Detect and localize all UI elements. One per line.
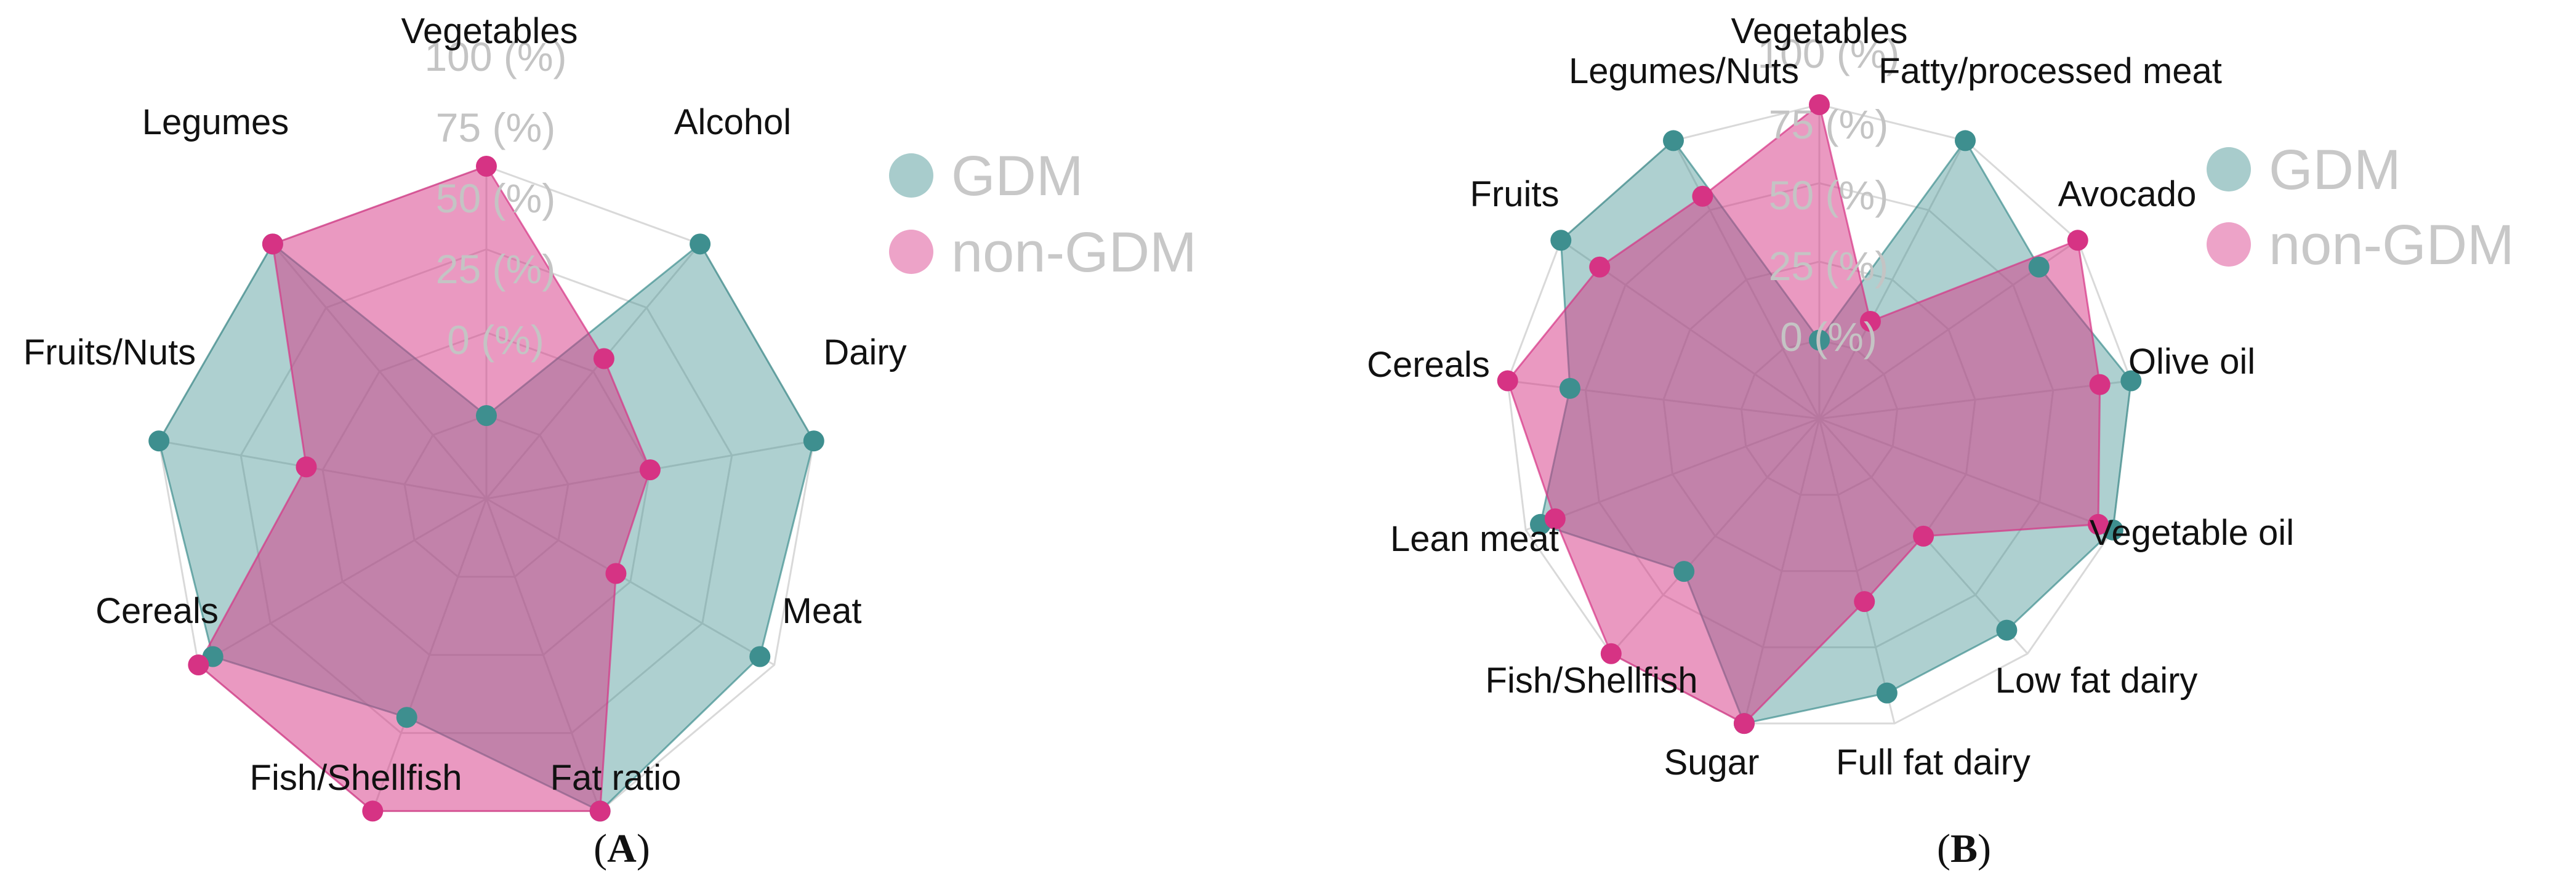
data-point: [1692, 185, 1713, 207]
data-point: [362, 800, 384, 822]
data-point: [1854, 591, 1875, 613]
category-label: Cereals: [1367, 345, 1490, 385]
category-label: Vegetables: [1731, 11, 1907, 51]
tick-label: 75 (%): [436, 105, 555, 150]
series-area: [1507, 103, 2101, 725]
tick-label: 75 (%): [1769, 102, 1888, 147]
category-label: Low fat dairy: [1995, 661, 2198, 701]
category-label: Vegetables: [401, 11, 578, 51]
data-point: [1733, 713, 1755, 734]
series-non-gdm: [1507, 103, 2101, 725]
category-label: Legumes/Nuts: [1569, 51, 1799, 91]
data-point: [2028, 256, 2050, 278]
data-point: [593, 348, 614, 369]
data-point: [396, 707, 417, 728]
legend: GDM non-GDM: [2207, 139, 2514, 276]
series-non-gdm: [197, 165, 651, 812]
legend-label: non-GDM: [2269, 214, 2514, 276]
category-label: Olive oil: [2128, 342, 2255, 382]
tick-label: 50 (%): [436, 175, 555, 221]
category-label: Vegetable oil: [2090, 513, 2294, 553]
category-label: Alcohol: [674, 102, 791, 142]
radar-chart-b: 0 (%) 25 (%) 50 (%) 75 (%) 100 (%)Vegetables…: [1367, 11, 2514, 871]
category-label: Avocado: [2058, 174, 2197, 214]
data-point: [476, 156, 497, 177]
category-label: Fatty/processed meat: [1878, 51, 2222, 91]
panel-label: (B): [1937, 826, 1991, 871]
data-point: [1662, 130, 1684, 151]
data-point: [1809, 329, 1830, 351]
data-point: [639, 459, 661, 481]
grid-ring: [1507, 103, 2132, 725]
data-point: [1913, 525, 1934, 547]
tick-label: 100 (%): [424, 34, 566, 79]
category-label: Dairy: [823, 332, 906, 372]
data-point: [749, 646, 771, 667]
data-point: [690, 233, 711, 255]
data-point: [605, 563, 627, 584]
category-label: Fruits/Nuts: [23, 332, 196, 372]
tick-label: 25 (%): [436, 246, 555, 292]
legend-swatch: [2207, 222, 2251, 267]
data-point: [476, 405, 497, 426]
data-point: [296, 456, 317, 478]
category-label: Lean meat: [1390, 519, 1559, 559]
data-point: [188, 654, 209, 675]
data-point: [1550, 230, 1572, 251]
data-point: [262, 233, 283, 255]
data-point: [2120, 370, 2142, 392]
legend-swatch: [889, 230, 933, 274]
tick-label: 0 (%): [1780, 314, 1877, 360]
legend-swatch: [2207, 147, 2251, 191]
radar-chart-a: 0 (%) 25 (%) 50 (%) 75 (%) 100 (%)Vegetables…: [23, 11, 1197, 871]
data-point: [1497, 370, 1518, 392]
category-label: Legumes: [142, 102, 289, 142]
tick-label: 100 (%): [1757, 31, 1899, 76]
category-label: Meat: [783, 591, 862, 631]
legend-label: GDM: [951, 145, 1084, 207]
category-label: Full fat dairy: [1836, 742, 2031, 782]
tick-label: 25 (%): [1769, 243, 1888, 289]
data-point: [2067, 230, 2088, 251]
data-point: [2088, 513, 2109, 535]
legend-label: non-GDM: [951, 221, 1197, 284]
data-point: [1876, 682, 1898, 704]
category-label: Fruits: [1470, 174, 1560, 214]
category-label: Sugar: [1664, 742, 1760, 782]
data-point: [1955, 130, 1976, 151]
data-point: [1600, 643, 1622, 664]
category-label: Fat ratio: [550, 758, 682, 798]
data-point: [148, 430, 170, 452]
data-point: [803, 430, 824, 452]
panel-label: (A): [594, 826, 650, 871]
category-label: Fish/Shellfish: [1486, 661, 1698, 701]
data-point: [1996, 619, 2018, 641]
data-point: [1559, 377, 1580, 399]
legend: GDM non-GDM: [889, 145, 1197, 284]
tick-label: 50 (%): [1769, 172, 1888, 218]
legend-label: GDM: [2269, 139, 2401, 201]
data-point: [1809, 94, 1830, 115]
category-label: Cereals: [95, 591, 219, 631]
tick-label: 0 (%): [447, 317, 544, 363]
data-point: [1589, 256, 1611, 278]
data-point: [2089, 374, 2111, 395]
data-point: [1673, 561, 1695, 582]
series-area: [197, 165, 651, 812]
category-label: Fish/Shellfish: [250, 758, 462, 798]
legend-swatch: [889, 153, 933, 198]
data-point: [1859, 310, 1881, 332]
data-point: [1544, 508, 1566, 529]
data-point: [589, 800, 611, 822]
